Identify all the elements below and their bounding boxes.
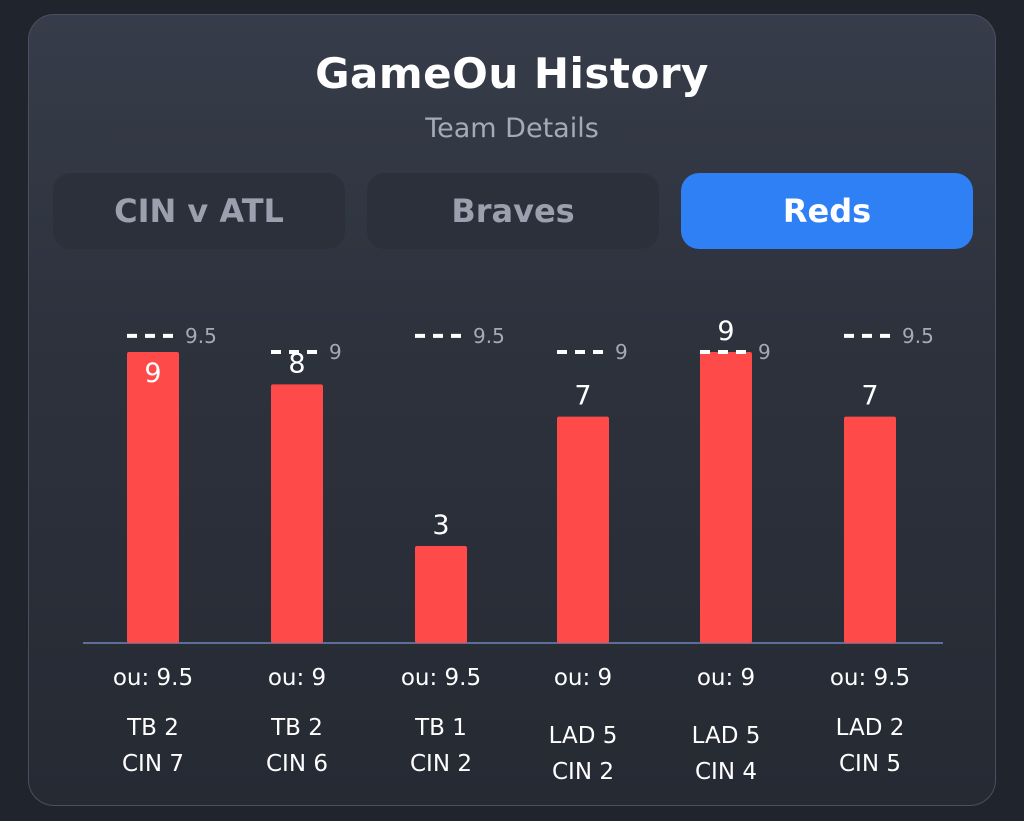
bar-value-label: 7 <box>861 381 878 412</box>
bar <box>700 352 752 643</box>
bar-value-label: 8 <box>288 348 305 379</box>
category-label: TB 2 <box>270 715 323 741</box>
bar <box>844 416 896 643</box>
category-label: TB 1 <box>414 715 467 741</box>
category-label: CIN 6 <box>266 751 328 777</box>
bar <box>415 546 467 643</box>
category-label: TB 2 <box>126 715 179 741</box>
ou-caption: ou: 9 <box>697 665 755 691</box>
category-label: CIN 7 <box>122 751 184 777</box>
bar-value-label: 9 <box>144 358 161 389</box>
ou-caption: ou: 9 <box>554 665 612 691</box>
ou-marker-label: 9 <box>758 340 771 364</box>
category-label: LAD 2 <box>836 715 905 741</box>
category-label: CIN 4 <box>695 759 757 785</box>
bar-value-label: 7 <box>574 381 591 412</box>
chart-card: GameOu History Team Details CIN v ATL Br… <box>28 14 996 806</box>
category-label: CIN 5 <box>839 751 901 777</box>
page-subtitle: Team Details <box>425 113 599 144</box>
ou-caption: ou: 9 <box>268 665 326 691</box>
tab-braves[interactable]: Braves <box>367 173 659 249</box>
tab-matchup-label: CIN v ATL <box>114 192 284 230</box>
bar <box>271 384 323 643</box>
ou-marker-label: 9.5 <box>473 324 505 348</box>
ou-caption: ou: 9.5 <box>830 665 910 691</box>
ou-caption: ou: 9.5 <box>401 665 481 691</box>
page-title: GameOu History <box>315 49 709 98</box>
bar <box>557 416 609 643</box>
ou-marker-label: 9.5 <box>902 324 934 348</box>
bar-value-label: 3 <box>432 510 449 541</box>
tab-matchup[interactable]: CIN v ATL <box>53 173 345 249</box>
category-label: LAD 5 <box>549 723 618 749</box>
tab-reds-label: Reds <box>782 192 872 230</box>
category-label: LAD 5 <box>692 723 761 749</box>
category-label: CIN 2 <box>410 751 472 777</box>
bar-value-label: 9 <box>717 316 734 347</box>
category-label: CIN 2 <box>552 759 614 785</box>
tab-braves-label: Braves <box>451 192 575 230</box>
tab-reds[interactable]: Reds <box>681 173 973 249</box>
ou-marker-label: 9.5 <box>185 324 217 348</box>
bar <box>127 352 179 643</box>
ou-caption: ou: 9.5 <box>113 665 193 691</box>
ou-marker-label: 9 <box>329 340 342 364</box>
ou-marker-label: 9 <box>615 340 628 364</box>
